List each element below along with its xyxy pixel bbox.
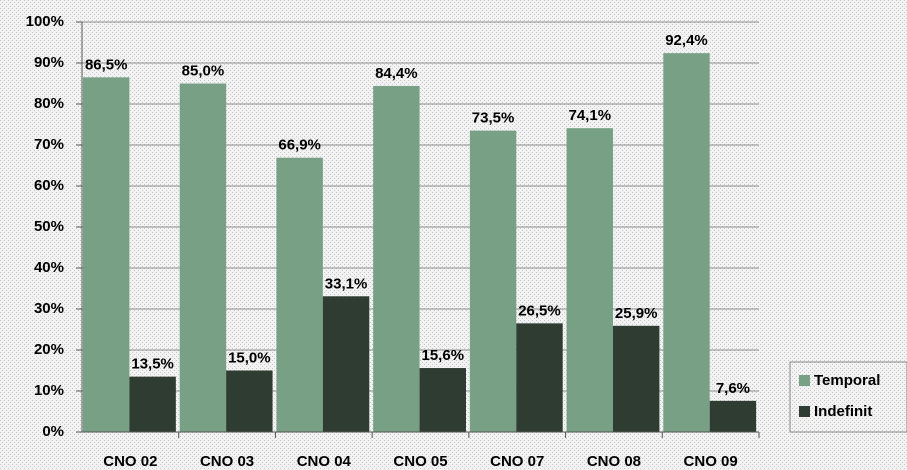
data-label: 86,5% [85, 56, 128, 73]
x-tick-label: CNO 09 [684, 453, 738, 470]
data-label: 25,9% [615, 305, 658, 322]
bar [709, 400, 757, 432]
bar [419, 368, 466, 432]
data-label: 73,5% [472, 110, 515, 127]
legend-box [789, 361, 907, 433]
legend-label: Temporal [814, 372, 880, 389]
data-label: 66,9% [278, 137, 321, 154]
data-label: 74,1% [569, 107, 612, 124]
x-tick-label: CNO 08 [587, 453, 641, 470]
legend-label: Indefinit [814, 403, 872, 420]
bar [663, 53, 710, 432]
x-tick-label: CNO 07 [490, 453, 544, 470]
bar [179, 83, 227, 432]
data-label: 15,0% [228, 349, 271, 366]
x-tick-label: CNO 03 [200, 453, 254, 470]
y-tick-label: 40% [34, 259, 64, 276]
legend-swatch [799, 375, 810, 386]
y-tick-label: 80% [34, 95, 64, 112]
bar [322, 296, 370, 432]
data-label: 92,4% [665, 32, 708, 49]
y-tick-label: 30% [34, 300, 64, 317]
bar [373, 85, 420, 433]
data-label: 84,4% [375, 65, 418, 82]
data-label: 33,1% [325, 275, 368, 292]
y-tick-label: 60% [34, 177, 64, 194]
y-tick-label: 100% [26, 13, 64, 30]
x-tick-label: CNO 02 [103, 453, 157, 470]
data-label: 85,0% [182, 62, 225, 79]
x-tick-label: CNO 05 [393, 453, 447, 470]
x-tick-label: CNO 04 [297, 453, 352, 470]
y-tick-label: 70% [34, 136, 64, 153]
bar [469, 130, 517, 432]
data-label: 15,6% [422, 347, 465, 364]
data-label: 13,5% [131, 356, 174, 373]
y-tick-label: 10% [34, 382, 64, 399]
bar [566, 128, 613, 432]
y-tick-label: 0% [42, 423, 64, 440]
y-tick-label: 20% [34, 341, 64, 358]
bar [226, 370, 273, 432]
bar [516, 323, 563, 432]
legend-swatch [799, 406, 810, 417]
bar [83, 77, 130, 432]
bar [276, 157, 323, 432]
data-label: 7,6% [716, 380, 750, 397]
bar [129, 376, 176, 432]
y-tick-label: 50% [34, 218, 64, 235]
data-label: 26,5% [518, 302, 561, 319]
bar [612, 325, 660, 432]
y-tick-label: 90% [34, 54, 64, 71]
